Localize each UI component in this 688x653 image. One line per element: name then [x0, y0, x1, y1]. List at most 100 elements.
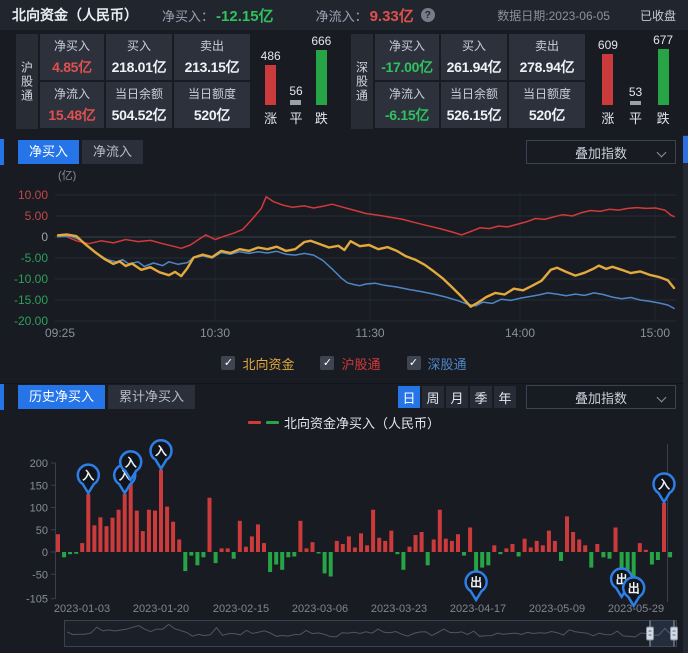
overlay-index-dropdown[interactable]: 叠加指数	[526, 140, 676, 164]
intraday-tab-0[interactable]: 净买入	[18, 140, 80, 164]
period-button-4[interactable]: 年	[494, 386, 516, 408]
sell-signal-pin[interactable]: 出	[621, 576, 646, 609]
period-button-2[interactable]: 月	[446, 386, 468, 408]
scrollbar-thumb[interactable]	[683, 136, 688, 163]
daily-netbuy-bar	[619, 552, 624, 569]
net-flow-label: 净流入：	[315, 8, 368, 24]
daily-netbuy-bar	[352, 547, 357, 552]
daily-netbuy-bar	[662, 503, 666, 552]
period-button-1[interactable]: 周	[422, 386, 444, 408]
question-icon[interactable]: ?	[420, 8, 435, 22]
legend-checkbox[interactable]: ✓	[221, 356, 236, 370]
intraday-tab-1[interactable]: 净流入	[82, 140, 144, 164]
overlay-index-dropdown-history[interactable]: 叠加指数	[526, 385, 676, 409]
daily-netbuy-bar	[655, 552, 660, 560]
daily-netbuy-bar	[201, 552, 206, 558]
daily-netbuy-bar	[280, 552, 285, 570]
stat-cell: 当日额度 520亿	[509, 82, 585, 128]
daily-netbuy-bar	[116, 509, 121, 552]
advance-decline-stats: 609 涨 53 平 677 跌	[585, 33, 688, 129]
history-tab-1[interactable]: 累计净买入	[108, 385, 196, 409]
navigator-handle-left[interactable]	[646, 620, 654, 647]
advance-decline-stats: 486 涨 56 平 666 跌	[250, 34, 344, 129]
buy-signal-pin[interactable]: 入	[149, 439, 173, 472]
daily-netbuy-bar	[286, 552, 291, 558]
count-label: 跌	[656, 111, 670, 126]
section-accent-bar	[0, 139, 4, 165]
stat-value: 261.94亿	[446, 59, 502, 75]
daily-netbuy-bar	[371, 509, 376, 552]
advance-decline-item: 53 平	[629, 85, 642, 127]
history-section: 历史净买入 累计净买入 日周月季年 叠加指数 北向资金净买入（人民币） 200 15…	[0, 383, 688, 652]
daily-netbuy-bar	[510, 544, 515, 552]
legend-label: 沪股通	[341, 356, 381, 372]
count-value: 53	[628, 85, 643, 99]
stat-cell: 当日余额 504.52亿	[106, 82, 172, 128]
daily-netbuy-bar	[383, 540, 388, 552]
daily-netbuy-bar	[528, 547, 533, 552]
daily-netbuy-bar	[122, 494, 127, 552]
stat-value: -17.00亿	[381, 59, 433, 75]
series-line-北向资金	[56, 233, 676, 308]
net-flow-value: 9.33亿	[369, 7, 414, 25]
legend-label: 深股通	[427, 356, 467, 372]
stat-value: 526.15亿	[446, 107, 502, 123]
daily-netbuy-bar	[328, 552, 333, 577]
daily-netbuy-bar	[274, 552, 279, 565]
axis-label: 2023-03-23	[371, 603, 427, 615]
navigator-handle-right[interactable]	[670, 620, 678, 647]
count-value: 609	[597, 38, 618, 52]
count-bar	[629, 101, 641, 105]
axis-label: 2023-01-20	[133, 603, 189, 615]
history-legend: 北向资金净买入（人民币）	[0, 410, 688, 434]
daily-netbuy-bar	[322, 552, 327, 574]
section-accent-bar	[0, 384, 4, 410]
daily-netbuy-bar	[110, 517, 115, 552]
daily-netbuy-bar	[516, 552, 521, 557]
axis-label: 15:00	[640, 326, 670, 340]
advance-decline-item: 56 平	[289, 84, 302, 127]
buy-signal-pin[interactable]: 入	[652, 472, 676, 505]
daily-netbuy-bar	[546, 530, 551, 552]
period-button-3[interactable]: 季	[470, 386, 492, 408]
axis-label: 0	[41, 230, 48, 244]
date-range-navigator[interactable]	[0, 618, 688, 652]
legend-item-1[interactable]: ✓ 沪股通	[320, 354, 381, 373]
axis-label: 200	[30, 458, 48, 470]
buy-signal-pin[interactable]: 入	[76, 463, 101, 496]
sell-signal-pin[interactable]: 出	[464, 570, 488, 603]
stat-cell: 净流入 15.48亿	[40, 82, 104, 128]
daily-netbuy-bar	[134, 510, 139, 552]
overlay-index-label: 叠加指数	[574, 145, 627, 161]
daily-netbuy-bar	[498, 552, 503, 555]
legend-item-0[interactable]: ✓ 北向资金	[221, 354, 294, 373]
navigator-track[interactable]	[64, 620, 677, 647]
legend-item-2[interactable]: ✓ 深股通	[406, 354, 467, 373]
daily-netbuy-bar	[365, 545, 370, 552]
page-scrollbar[interactable]	[683, 135, 688, 653]
daily-netbuy-bar	[249, 536, 254, 552]
buy-signal-pin[interactable]: 入	[118, 450, 143, 483]
daily-netbuy-bar	[522, 538, 527, 552]
history-tabrow: 历史净买入 累计净买入 日周月季年 叠加指数	[0, 384, 688, 410]
history-tab-0[interactable]: 历史净买入	[18, 385, 106, 409]
daily-netbuy-bar	[565, 516, 569, 552]
period-switcher: 日周月季年	[398, 386, 516, 408]
axis-label: 出	[470, 575, 482, 590]
axis-label: -10.00	[14, 272, 48, 286]
legend-checkbox[interactable]: ✓	[320, 356, 335, 370]
count-label: 涨	[264, 111, 278, 126]
period-button-0[interactable]: 日	[398, 386, 420, 408]
history-bar-chart: 200 150 100 50 0 -50 -105 2023-01-03 2023-01-20 2…	[26, 439, 676, 615]
intraday-tabrow: 净买入 净流入 叠加指数	[0, 139, 688, 165]
count-value: 56	[289, 84, 303, 98]
daily-netbuy-bar	[443, 538, 448, 552]
legend-checkbox[interactable]: ✓	[406, 356, 421, 370]
count-value: 666	[311, 34, 332, 48]
daily-netbuy-bar	[177, 539, 182, 552]
daily-netbuy-bar	[86, 494, 91, 552]
axis-label: 50	[36, 525, 48, 537]
intraday-line-chart: 10.00 5.00 0 -5.00 -10.00 -15.00 -20.00 (亿) 09:2…	[14, 169, 676, 340]
axis-label: 2023-05-09	[529, 603, 585, 615]
